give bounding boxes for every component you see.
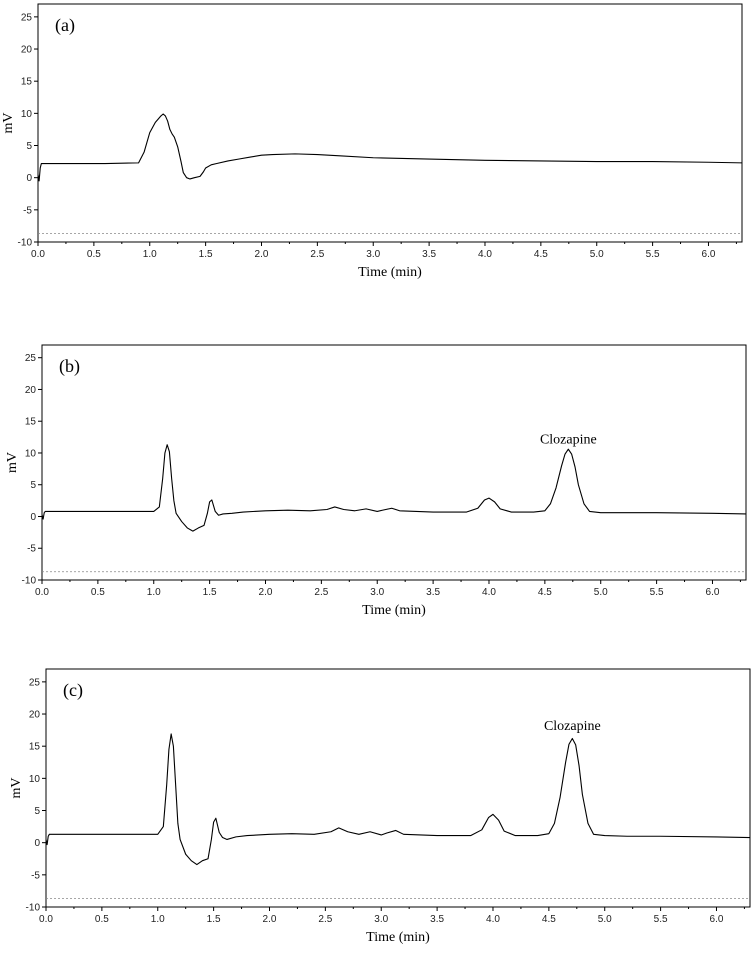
x-tick-label: 3.5 [422, 249, 436, 260]
chart-panel-a: -10 -5 0 5 10 15 20 25 0.0 0.5 1.0 1.5 2.0 2.5 3.0 3.5 4… [1, 3, 743, 280]
y-axis-title: mV [9, 778, 24, 799]
y-tick-label: 25 [29, 677, 41, 688]
y-tick-label: 10 [29, 774, 41, 785]
y-tick-label: 20 [21, 45, 33, 56]
y-tick-label: 10 [21, 109, 33, 120]
x-tick-label: 1.0 [151, 914, 165, 925]
plot-frame [41, 344, 747, 581]
x-tick-label: 1.5 [207, 914, 221, 925]
y-tick-label: 5 [26, 141, 32, 152]
panel-label: (a) [55, 15, 75, 36]
y-tick-label: -10 [26, 903, 41, 914]
y-tick-label: 20 [25, 385, 37, 396]
x-tick-label: 0.0 [35, 587, 49, 598]
y-tick-label: -5 [27, 544, 36, 555]
y-tick-label: -5 [31, 870, 40, 881]
x-tick-label: 2.0 [255, 249, 269, 260]
plot-frame [45, 668, 751, 908]
x-tick-label: 4.0 [486, 914, 500, 925]
x-tick-label: 2.5 [318, 914, 332, 925]
x-tick-label: 6.0 [702, 249, 716, 260]
x-tick-label: 5.0 [594, 587, 608, 598]
x-tick-label: 3.0 [366, 249, 380, 260]
x-tick-label: 3.5 [426, 587, 440, 598]
y-tick-label: 10 [25, 448, 37, 459]
x-axis-title: Time (min) [358, 265, 422, 280]
y-tick-label: 0 [26, 173, 32, 184]
x-tick-label: 2.0 [263, 914, 277, 925]
x-tick-label: 0.5 [91, 587, 105, 598]
x-axis-title: Time (min) [362, 603, 426, 618]
x-tick-label: 4.0 [482, 587, 496, 598]
chart-panel-c: -10 -5 0 5 10 15 20 25 0.0 0.5 1.0 1.5 2.0 2.5 3.0 3.5 4… [9, 668, 751, 945]
x-tick-label: 0.0 [31, 249, 45, 260]
x-tick-label: 0.0 [39, 914, 53, 925]
x-tick-label: 4.0 [478, 249, 492, 260]
panel-label: (b) [59, 356, 80, 377]
chart-panel-b: -10 -5 0 5 10 15 20 25 0.0 0.5 1.0 1.5 2.0 2.5 3.0 3.5 4… [5, 344, 747, 618]
series-line [45, 733, 751, 866]
series-line [41, 444, 747, 532]
y-tick-label: 5 [30, 480, 36, 491]
x-tick-label: 0.5 [95, 914, 109, 925]
x-tick-label: 5.0 [598, 914, 612, 925]
peak-annotation: Clozapine [540, 432, 597, 447]
x-tick-label: 2.0 [259, 587, 273, 598]
y-axis-title: mV [5, 452, 20, 473]
x-tick-label: 4.5 [542, 914, 556, 925]
peak-annotation: Clozapine [544, 719, 601, 734]
panel-label: (c) [63, 680, 83, 701]
y-tick-label: 15 [21, 77, 33, 88]
plot-frame [37, 3, 743, 243]
x-tick-label: 1.5 [203, 587, 217, 598]
x-tick-label: 1.5 [199, 249, 213, 260]
x-tick-label: 1.0 [147, 587, 161, 598]
series-line [37, 113, 743, 182]
y-tick-label: 25 [25, 353, 37, 364]
y-tick-label: 20 [29, 710, 41, 721]
x-tick-label: 3.0 [374, 914, 388, 925]
x-tick-label: 5.5 [650, 587, 664, 598]
y-tick-label: 15 [29, 742, 41, 753]
y-tick-label: -5 [23, 205, 32, 216]
y-tick-label: 0 [34, 838, 40, 849]
x-tick-label: 3.0 [370, 587, 384, 598]
x-tick-label: 0.5 [87, 249, 101, 260]
y-tick-label: -10 [18, 238, 33, 249]
x-tick-label: 2.5 [310, 249, 324, 260]
y-tick-label: 5 [34, 806, 40, 817]
y-tick-label: 0 [30, 512, 36, 523]
x-tick-label: 5.0 [590, 249, 604, 260]
x-tick-label: 2.5 [314, 587, 328, 598]
y-tick-label: 25 [21, 12, 33, 23]
x-tick-label: 1.0 [143, 249, 157, 260]
y-tick-label: 15 [25, 417, 37, 428]
x-tick-label: 4.5 [538, 587, 552, 598]
y-tick-label: -10 [22, 576, 37, 587]
x-tick-label: 5.5 [646, 249, 660, 260]
x-tick-label: 6.0 [710, 914, 724, 925]
y-axis-title: mV [1, 113, 16, 134]
x-tick-label: 6.0 [706, 587, 720, 598]
x-tick-label: 5.5 [654, 914, 668, 925]
x-tick-label: 3.5 [430, 914, 444, 925]
x-tick-label: 4.5 [534, 249, 548, 260]
x-axis-title: Time (min) [366, 930, 430, 945]
